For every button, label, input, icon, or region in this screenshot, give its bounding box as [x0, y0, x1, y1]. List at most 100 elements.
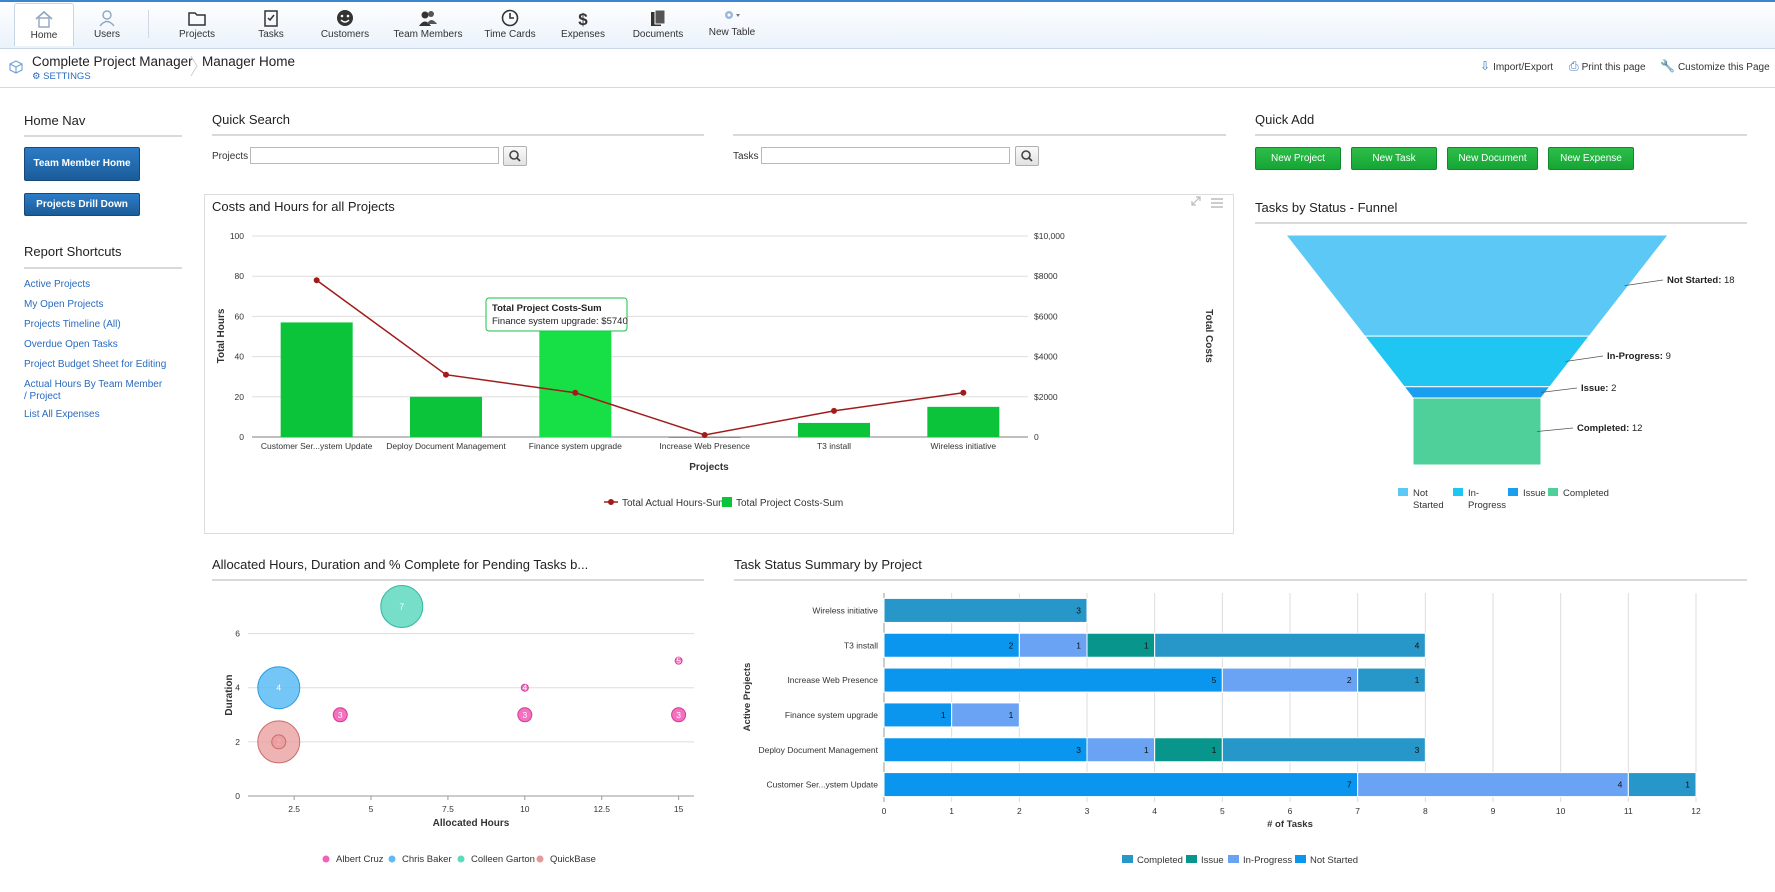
- nav-projects-label: Projects: [178, 29, 216, 40]
- funnel-legend-swatch: [1508, 488, 1518, 496]
- x-tick-label: 0: [882, 806, 887, 816]
- x-tick-label: 6: [1288, 806, 1293, 816]
- y-tick-label: Customer Ser...ystem Update: [767, 780, 879, 790]
- nav-expenses[interactable]: $ Expenses: [553, 3, 613, 45]
- tasks-search-button[interactable]: [1015, 146, 1039, 166]
- hours-point: [831, 407, 837, 414]
- nav-tasks[interactable]: Tasks: [241, 3, 301, 45]
- legend-item-hours[interactable]: Total Actual Hours-Sum: [604, 498, 727, 509]
- costs-hours-chart: Costs and Hours for all Projects 0 0 20 $20…: [212, 196, 1223, 509]
- status-bar-label: 2: [1009, 640, 1014, 650]
- settings-link[interactable]: ⚙ SETTINGS: [32, 71, 91, 82]
- hours-point: [313, 277, 320, 284]
- funnel-label: In-Progress: 9: [1607, 351, 1671, 362]
- gear-dropdown-icon: [725, 11, 740, 19]
- page-title: Manager Home: [202, 54, 296, 69]
- bubble-label: 5: [676, 656, 681, 666]
- status-legend-swatch: [1295, 855, 1306, 863]
- nav-home[interactable]: Home: [14, 3, 74, 46]
- report-link-project-budget-sheet[interactable]: Project Budget Sheet for Editing: [24, 359, 167, 370]
- x-tick-label: 15: [674, 804, 684, 814]
- x-tick-label: Customer Ser...ystem Update: [261, 441, 373, 451]
- funnel-stage-value: 9: [1663, 351, 1671, 362]
- new-document-button[interactable]: New Document: [1447, 147, 1538, 170]
- report-link-my-open-projects[interactable]: My Open Projects: [24, 299, 104, 310]
- bubble-legend-marker: [457, 855, 465, 863]
- nav-documents[interactable]: Documents: [627, 3, 689, 45]
- nav-time-cards-label: Time Cards: [484, 29, 536, 40]
- y2-tick-label: $6000: [1034, 311, 1058, 321]
- projects-search-button[interactable]: [503, 146, 527, 166]
- funnel-connector: [1536, 427, 1574, 432]
- report-link-overdue-open-tasks[interactable]: Overdue Open Tasks: [24, 339, 118, 350]
- nav-customers[interactable]: Customers: [315, 3, 375, 45]
- bubble-label: 4: [276, 683, 281, 693]
- y-tick-label: Increase Web Presence: [787, 675, 878, 685]
- nav-projects[interactable]: Projects: [167, 3, 227, 45]
- status-legend-swatch: [1228, 855, 1239, 863]
- nav-users-label: Users: [93, 29, 121, 40]
- nav-team-members[interactable]: Team Members: [389, 3, 467, 45]
- status-legend-label: In-Progress: [1243, 855, 1292, 866]
- costs-bar: [927, 406, 1000, 437]
- report-link-projects-timeline[interactable]: Projects Timeline (All): [24, 319, 121, 330]
- top-nav-bar: Home Users Projects Tasks Customers Team…: [0, 0, 1775, 49]
- funnel-stage-name: Completed:: [1577, 423, 1629, 434]
- bubble-legend-label: QuickBase: [550, 854, 596, 865]
- dollar-icon: $: [578, 10, 588, 27]
- app-name-link[interactable]: Complete Project Manager: [32, 54, 193, 69]
- report-link-list-all-expenses[interactable]: List All Expenses: [24, 409, 100, 420]
- new-task-button[interactable]: New Task: [1351, 147, 1437, 170]
- x-tick-label: Wireless initiative: [931, 441, 997, 451]
- print-page-link[interactable]: ⎙ Print this page: [1569, 59, 1646, 74]
- report-link-active-projects[interactable]: Active Projects: [24, 279, 91, 290]
- legend-item-costs[interactable]: Total Project Costs-Sum: [722, 497, 843, 509]
- team-member-home-button[interactable]: Team Member Home: [24, 147, 140, 181]
- print-icon: ⎙: [1569, 59, 1579, 73]
- nav-new-table[interactable]: New Table: [702, 3, 762, 45]
- expand-icon[interactable]: [1191, 196, 1201, 206]
- import-export-link[interactable]: ⇩ Import/Export: [1480, 59, 1553, 73]
- funnel-legend-label: In-: [1468, 488, 1479, 499]
- x-tick-label: Increase Web Presence: [659, 441, 750, 451]
- x-tick-label: 12: [1691, 806, 1701, 816]
- customize-page-link[interactable]: 🔧 Customize this Page: [1660, 59, 1770, 73]
- app-cube-icon: [9, 60, 23, 74]
- new-expense-button[interactable]: New Expense: [1548, 147, 1634, 170]
- x-tick-label: 1: [949, 806, 954, 816]
- funnel-stage-name: Issue:: [1581, 383, 1608, 394]
- nav-users[interactable]: Users: [78, 3, 136, 45]
- tasks-search-label: Tasks: [733, 151, 759, 162]
- chart-menu-icon[interactable]: [1211, 198, 1223, 208]
- bubble-xlabel: Allocated Hours: [433, 818, 510, 829]
- report-link-actual-hours[interactable]: Actual Hours By Team Member / Project: [24, 379, 163, 402]
- search-icon: [1021, 150, 1033, 162]
- projects-search-label: Projects: [212, 151, 249, 162]
- y-tick-label: 20: [235, 392, 245, 402]
- clock-icon: [501, 9, 519, 27]
- hours-point: [443, 371, 449, 378]
- funnel-legend-label: Started: [1413, 500, 1444, 511]
- nav-separator: [148, 10, 149, 38]
- bubble-point: [257, 666, 301, 710]
- nav-time-cards[interactable]: Time Cards: [480, 3, 540, 45]
- status-legend-label: Issue: [1201, 855, 1224, 866]
- projects-drill-down-button[interactable]: Projects Drill Down: [24, 193, 140, 216]
- costs-bar: [798, 422, 870, 437]
- status-bar-label: 1: [1009, 710, 1014, 720]
- status-bar-segment: [1357, 667, 1426, 693]
- bubble-label: 3: [338, 710, 343, 720]
- projects-search-input[interactable]: [250, 147, 499, 164]
- y-tick-label: 80: [235, 271, 245, 281]
- new-project-button[interactable]: New Project: [1255, 147, 1341, 170]
- status-bar-segment: [883, 597, 1088, 623]
- funnel-label: Not Started: 18: [1667, 275, 1735, 286]
- bubble-legend-marker: [322, 855, 330, 863]
- nav-documents-label: Documents: [632, 29, 684, 40]
- tooltip-title: Total Project Costs-Sum: [492, 303, 602, 314]
- top-accent-stripe: [0, 0, 1775, 2]
- y-tick-label: 0: [239, 432, 244, 442]
- tasks-search-input[interactable]: [761, 147, 1010, 164]
- nav-team-members-label: Team Members: [393, 29, 463, 40]
- report-shortcuts-rule: [24, 267, 182, 269]
